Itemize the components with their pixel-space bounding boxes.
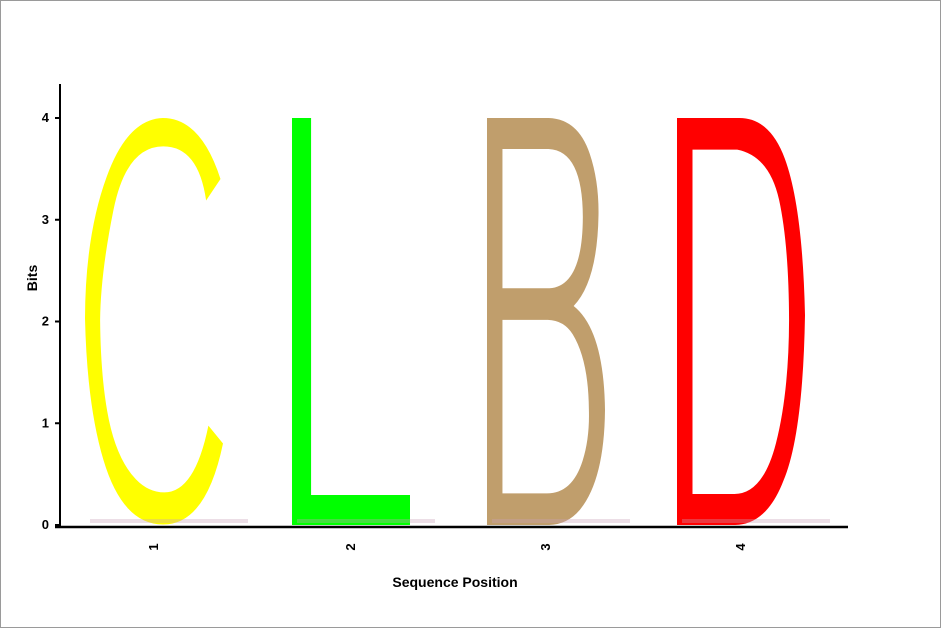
logo-letter-c bbox=[85, 118, 223, 525]
baseline-residue bbox=[492, 519, 630, 523]
letters-layer bbox=[85, 117, 806, 525]
y-tick-label: 3 bbox=[42, 212, 49, 227]
logo-letter-d bbox=[677, 117, 806, 525]
y-tick-label: 0 bbox=[42, 517, 49, 532]
x-tick-label: 1 bbox=[146, 543, 161, 550]
y-axis-title: Bits bbox=[24, 265, 40, 292]
logo-letter-b bbox=[487, 117, 605, 525]
y-tick-label: 4 bbox=[42, 110, 50, 125]
x-tick-label: 4 bbox=[733, 543, 748, 551]
x-ticks: 1 2 3 4 bbox=[146, 543, 748, 551]
baseline-residue bbox=[297, 519, 435, 523]
logo-letter-l bbox=[292, 117, 410, 525]
y-ticks: 0 1 2 3 4 bbox=[42, 110, 60, 532]
y-tick-label: 2 bbox=[42, 314, 49, 329]
x-axis-title: Sequence Position bbox=[392, 574, 517, 590]
y-tick-label: 1 bbox=[42, 415, 49, 430]
baseline-smudges bbox=[90, 519, 830, 523]
x-tick-label: 2 bbox=[343, 543, 358, 550]
x-tick-label: 3 bbox=[538, 543, 553, 550]
baseline-residue bbox=[682, 519, 830, 523]
baseline-residue bbox=[90, 519, 248, 523]
